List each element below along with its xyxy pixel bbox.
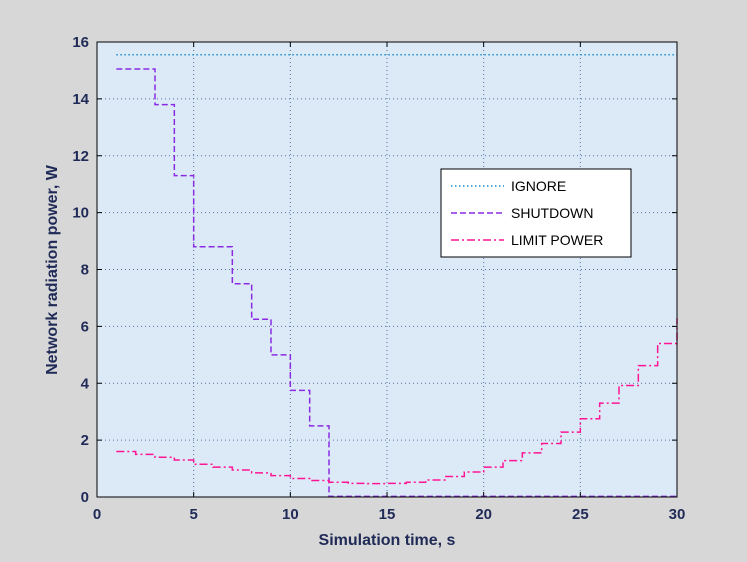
y-tick-label: 0 bbox=[81, 489, 89, 506]
y-tick-label: 14 bbox=[72, 91, 89, 108]
legend-entry-label: LIMIT POWER bbox=[511, 232, 603, 248]
tick-labels: 0 5 10 15 20 25 30 0 2 4 6 8 10 12 14 16 bbox=[72, 34, 685, 523]
y-tick-label: 16 bbox=[72, 34, 89, 51]
x-tick-label: 30 bbox=[669, 506, 686, 523]
y-axis-label: Network radiation power, W bbox=[44, 164, 61, 375]
x-tick-label: 25 bbox=[572, 506, 589, 523]
y-tick-label: 4 bbox=[81, 375, 90, 392]
series-line bbox=[116, 318, 678, 485]
y-tick-label: 10 bbox=[72, 205, 89, 222]
series-line bbox=[116, 68, 677, 498]
x-tick-label: 20 bbox=[475, 506, 492, 523]
x-tick-label: 15 bbox=[379, 506, 396, 523]
x-axis-label: Simulation time, s bbox=[319, 532, 456, 549]
y-tick-label: 8 bbox=[81, 262, 89, 279]
series-layer bbox=[116, 54, 678, 498]
ticks bbox=[96, 41, 678, 498]
legend-entry-label: SHUTDOWN bbox=[511, 205, 593, 221]
y-tick-label: 12 bbox=[72, 148, 89, 165]
legend-entry-label: IGNORE bbox=[511, 178, 566, 194]
x-tick-label: 0 bbox=[93, 506, 101, 523]
x-tick-label: 5 bbox=[189, 506, 197, 523]
y-tick-label: 6 bbox=[81, 318, 89, 335]
legend: IGNORE SHUTDOWN LIMIT POWER bbox=[440, 168, 632, 258]
y-tick-label: 2 bbox=[81, 432, 89, 449]
x-tick-label: 10 bbox=[282, 506, 299, 523]
